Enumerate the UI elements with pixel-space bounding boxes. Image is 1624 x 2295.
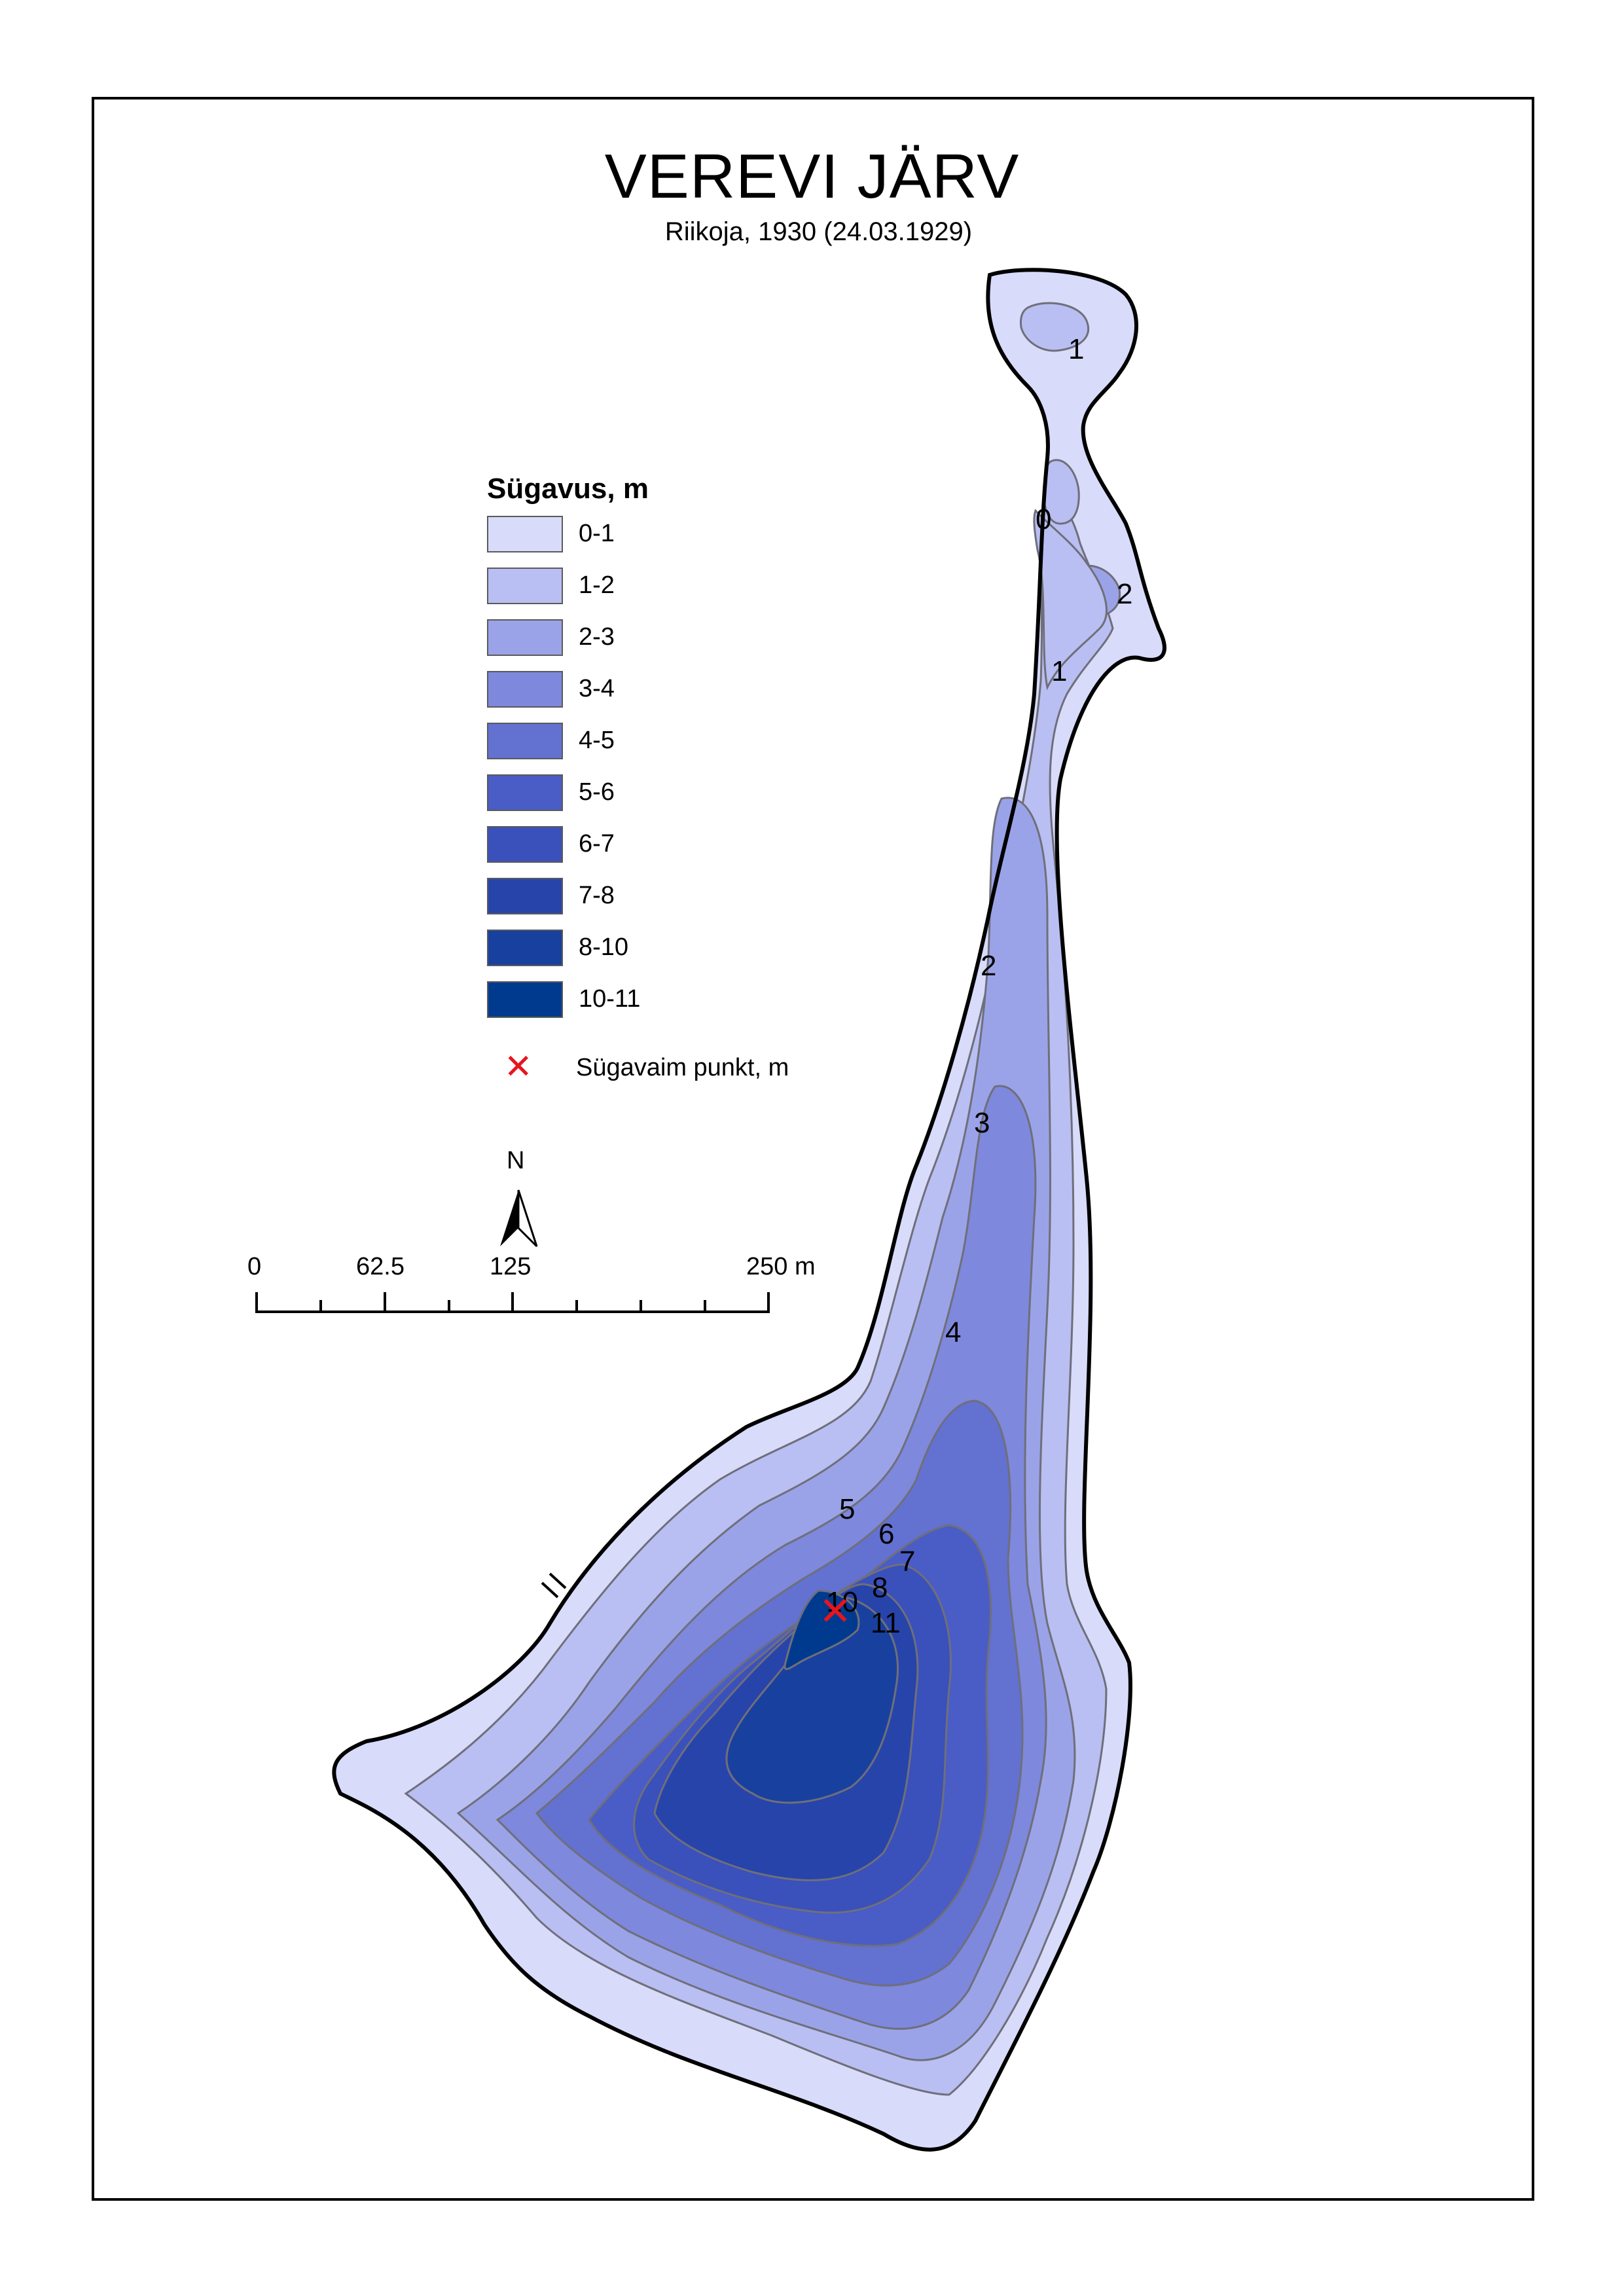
map-subtitle: Riikoja, 1930 (24.03.1929) <box>664 217 973 246</box>
legend-class-label: 10-11 <box>579 985 641 1013</box>
legend-title: Sügavus, m <box>487 473 649 505</box>
legend-swatch <box>487 774 563 811</box>
legend-class-label: 2-3 <box>579 623 615 651</box>
legend-swatch <box>487 930 563 966</box>
lake-shoreline <box>332 268 1166 2152</box>
legend-class-label: 0-1 <box>579 520 615 547</box>
legend-swatch <box>487 723 563 759</box>
depth-zone-10-11 <box>784 1589 860 1671</box>
depth-label: 2 <box>981 950 996 982</box>
depth-label: 0 <box>1036 503 1051 535</box>
scale-label-125: 125 <box>490 1253 532 1280</box>
shore-tick <box>541 1572 567 1599</box>
depth-contours <box>333 268 1166 2151</box>
scale-label-250: 250 m <box>746 1253 816 1280</box>
depth-zone-north <box>1020 302 1090 352</box>
depth-label: 11 <box>871 1607 901 1639</box>
depth-label: 8 <box>872 1572 888 1604</box>
legend-class-row: 2-3 <box>487 619 649 671</box>
legend-class-label: 7-8 <box>579 882 615 909</box>
legend-class-row: 3-4 <box>487 671 649 723</box>
depth-label: 1 <box>1051 655 1067 687</box>
legend-class-row: 0-1 <box>487 516 649 568</box>
legend-class-row: 1-2 <box>487 568 649 619</box>
scale-label-62-5: 62.5 <box>356 1253 405 1280</box>
legend-swatch <box>487 981 563 1018</box>
legend-class-row: 7-8 <box>487 878 649 930</box>
legend: Sügavus, m 0-1 1-2 2-3 3-4 4-5 5-6 6-7 7-8 8-10 1… <box>487 473 649 1033</box>
legend-class-row: 4-5 <box>487 723 649 774</box>
legend-class-label: 8-10 <box>579 933 629 961</box>
depth-label: 1 <box>1068 333 1084 365</box>
deepest-point-marker: ✕ <box>819 1589 852 1633</box>
deepest-point-icon: ✕ <box>504 1048 533 1086</box>
legend-swatch <box>487 568 563 604</box>
legend-swatch <box>487 619 563 656</box>
north-label: N <box>507 1147 525 1174</box>
legend-class-label: 3-4 <box>579 675 615 702</box>
depth-label: 3 <box>974 1107 990 1139</box>
legend-class-row: 6-7 <box>487 826 649 878</box>
depth-label: 2 <box>1117 578 1132 610</box>
depth-label: 10 <box>826 1586 858 1618</box>
depth-label: 7 <box>899 1545 915 1578</box>
scale-label-0: 0 <box>247 1253 262 1280</box>
map-frame <box>92 97 1534 2201</box>
legend-swatch <box>487 671 563 708</box>
depth-label: 6 <box>878 1518 894 1550</box>
depth-label: 5 <box>839 1493 855 1525</box>
legend-swatch <box>487 826 563 863</box>
legend-class-label: 6-7 <box>579 830 615 858</box>
legend-deepest-point-label: Sügavaim punkt, m <box>576 1054 789 1081</box>
legend-swatch <box>487 516 563 552</box>
legend-class-label: 1-2 <box>579 571 615 599</box>
legend-swatch <box>487 878 563 914</box>
legend-class-row: 5-6 <box>487 774 649 826</box>
legend-class-row: 8-10 <box>487 930 649 981</box>
depth-label: 4 <box>945 1316 961 1348</box>
legend-class-label: 5-6 <box>579 778 615 806</box>
legend-classes: 0-1 1-2 2-3 3-4 4-5 5-6 6-7 7-8 8-10 10-11 <box>487 516 649 1033</box>
legend-class-label: 4-5 <box>579 727 615 754</box>
legend-class-row: 10-11 <box>487 981 649 1033</box>
depth-zone-north <box>1033 509 1108 691</box>
map-title: VEREVI JÄRV <box>604 141 1020 211</box>
